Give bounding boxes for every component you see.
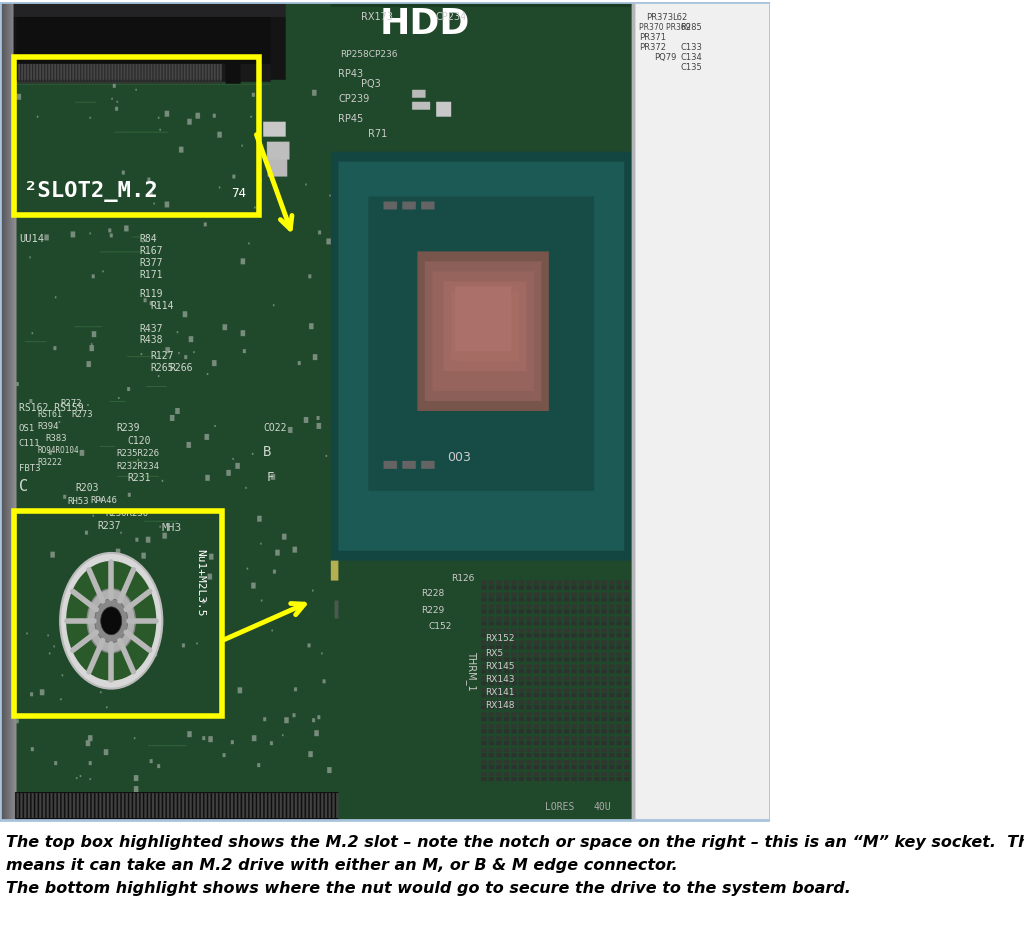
Text: PR371: PR371 [639,34,666,42]
Text: OS1: OS1 [18,424,35,433]
Text: RX173: RX173 [360,12,393,22]
Text: B: B [263,445,271,459]
Text: 40U: 40U [594,802,611,813]
Text: R126: R126 [451,574,474,582]
Text: RX145: RX145 [484,662,514,671]
Text: RP45: RP45 [338,114,364,124]
Text: UU14: UU14 [18,234,44,244]
Text: RP258CP236: RP258CP236 [340,50,398,60]
Text: R437: R437 [139,323,163,334]
Text: C120: C120 [128,436,152,446]
Text: C134: C134 [680,53,701,62]
Text: HDD: HDD [380,7,470,41]
Text: The top box highlighted shows the M.2 slot – note the notch or space on the righ: The top box highlighted shows the M.2 sl… [6,835,1024,850]
Text: THRM_1: THRM_1 [466,651,477,691]
Text: R127: R127 [151,351,174,362]
Text: R285: R285 [680,23,701,33]
Text: R231: R231 [128,473,152,483]
Text: CP234: CP234 [436,12,467,22]
Text: R266: R266 [169,363,193,374]
Text: 74: 74 [230,187,246,199]
Text: RST61: RST61 [38,410,62,419]
Text: R394: R394 [38,422,59,432]
Text: RS162 RS159: RS162 RS159 [18,404,83,413]
Text: R71: R71 [369,129,387,139]
Text: RPA46: RPA46 [90,496,117,505]
Text: R114: R114 [151,301,174,310]
Bar [0,3,769,820]
Text: PR370 PR369: PR370 PR369 [639,23,690,33]
Text: RX141: RX141 [484,688,514,696]
Text: PQ79: PQ79 [653,53,676,62]
Text: R438: R438 [139,336,163,346]
Circle shape [87,589,135,652]
Text: C: C [18,479,28,494]
Text: R230R236: R230R236 [105,509,148,518]
Text: R235R226: R235R226 [117,449,160,459]
Text: R229: R229 [421,606,444,615]
Text: CP239: CP239 [338,94,370,104]
Text: CO22: CO22 [263,423,287,433]
Text: RX5: RX5 [484,649,503,658]
Text: R167: R167 [139,246,163,255]
Text: RX148: RX148 [484,701,514,709]
Text: RX152: RX152 [484,634,514,643]
Text: means it can take an M.2 drive with either an M, or B & M edge connector.: means it can take an M.2 drive with eith… [6,858,678,873]
Text: RX143: RX143 [484,675,514,684]
Text: F: F [267,472,274,484]
Text: R239: R239 [117,423,140,433]
Text: R383: R383 [45,434,67,444]
Text: Nu1+M2L3.5: Nu1+M2L3.5 [196,549,206,616]
Text: R272: R272 [60,399,82,408]
Text: RO94RO104: RO94RO104 [38,446,79,455]
Text: R171: R171 [139,269,163,280]
Circle shape [94,599,128,643]
Text: R265: R265 [151,363,174,374]
Bar [13,57,259,214]
Text: R377: R377 [139,257,163,267]
Text: RP43: RP43 [338,69,364,79]
Text: MH3: MH3 [162,523,182,533]
Text: R273: R273 [72,410,93,419]
Text: PR372: PR372 [639,43,666,52]
Text: 003: 003 [447,451,471,464]
Text: RH53: RH53 [68,497,89,506]
Text: PQ3: PQ3 [360,79,381,89]
Text: R3222: R3222 [38,459,62,467]
Text: FBT3: FBT3 [18,464,40,473]
Text: C135: C135 [680,63,701,72]
Text: R203: R203 [75,483,98,493]
Text: C133: C133 [680,43,702,52]
Text: R119: R119 [139,289,163,298]
Circle shape [60,553,163,689]
Circle shape [67,561,157,680]
Text: PR373: PR373 [646,13,674,22]
Text: R237: R237 [97,521,121,531]
Circle shape [100,607,122,635]
Text: The bottom highlight shows where the nut would go to secure the drive to the sys: The bottom highlight shows where the nut… [6,881,851,897]
Text: ²SLOT2_M.2: ²SLOT2_M.2 [24,181,158,202]
Text: C152: C152 [428,622,452,631]
Text: R232R234: R232R234 [117,462,160,472]
Text: C111: C111 [18,439,40,448]
Text: R84: R84 [139,234,157,244]
Text: L62: L62 [673,13,688,22]
Text: LORES: LORES [545,802,574,813]
Bar [13,511,221,716]
Text: R228: R228 [421,589,444,597]
